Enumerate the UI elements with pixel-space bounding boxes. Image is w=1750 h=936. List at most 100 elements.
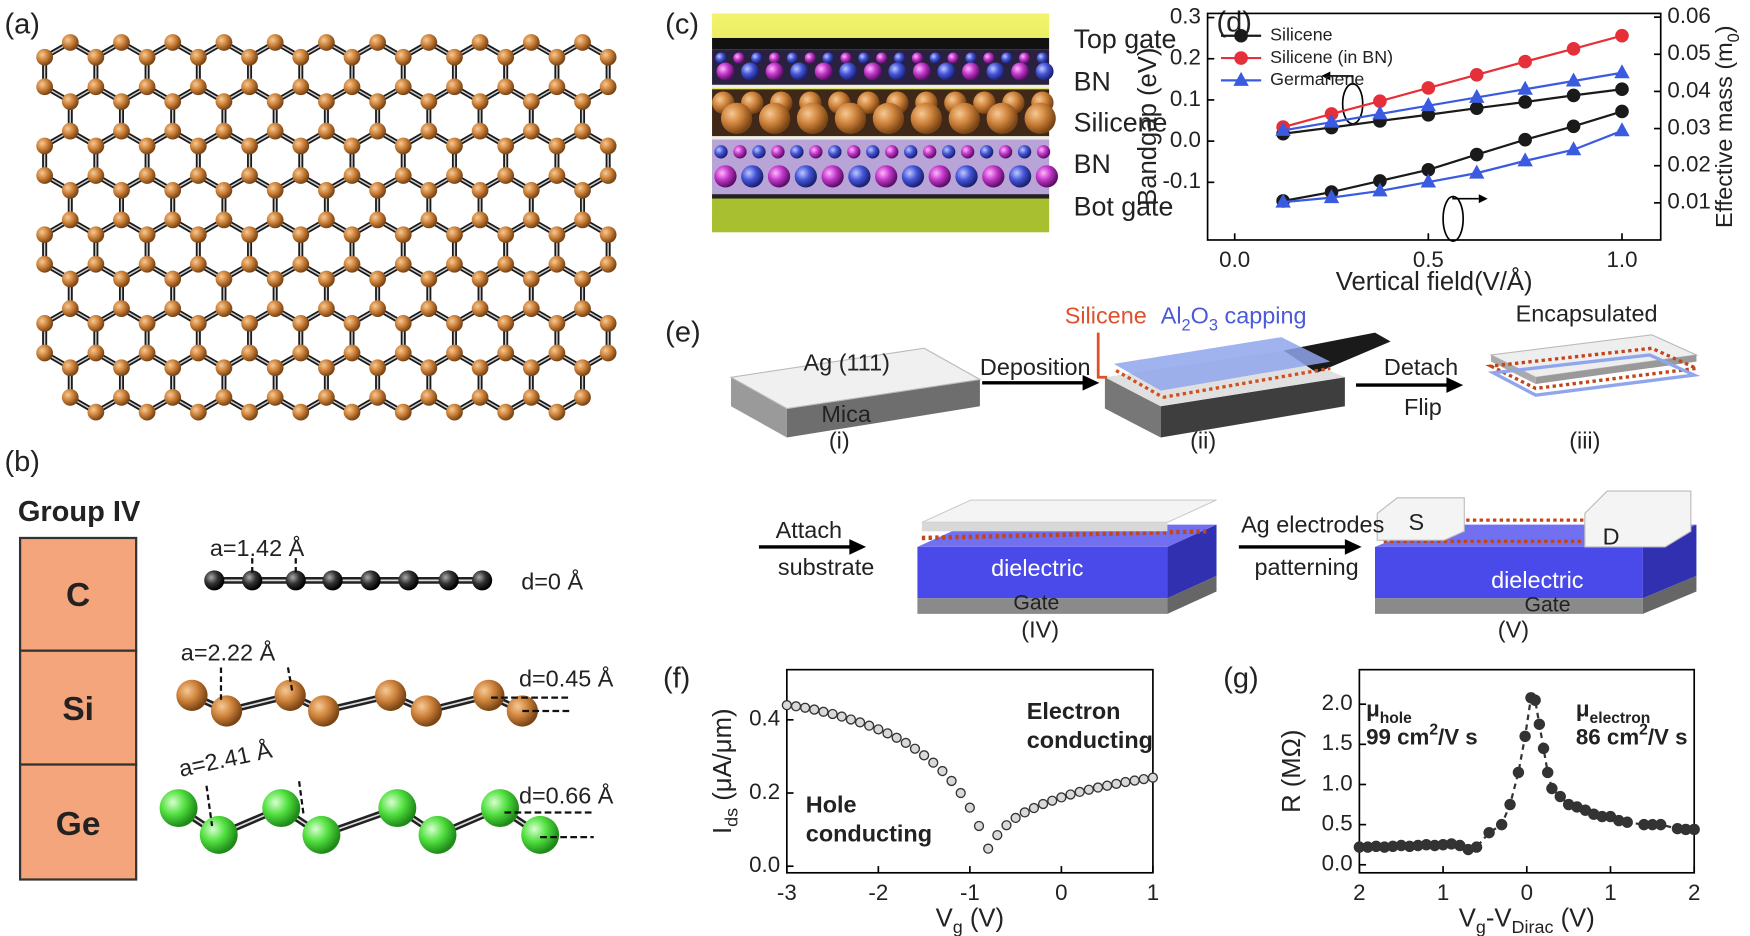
atom (61, 181, 79, 199)
drain-electrode (1584, 490, 1692, 548)
atom (765, 62, 784, 81)
annotation: conducting (1027, 727, 1153, 753)
data-line (1282, 34, 1623, 129)
silicene-layer (921, 529, 1210, 541)
data-marker (1421, 81, 1436, 95)
atom (771, 145, 785, 159)
atom (215, 34, 233, 51)
data-marker (1518, 95, 1532, 109)
atom (113, 388, 130, 406)
text-span: /V s (1648, 724, 1688, 749)
y-tick-label: 0.3 (1170, 3, 1201, 28)
x-tick-label: 0.5 (1413, 247, 1444, 272)
atom (343, 167, 361, 184)
data-marker (1542, 766, 1554, 779)
atom (522, 211, 540, 229)
data-marker (1615, 104, 1629, 119)
atom (266, 300, 284, 317)
data-marker (790, 701, 802, 712)
atom (599, 315, 617, 332)
x-axis-title: Vertical field(V/Å) (1336, 266, 1533, 296)
data-marker (992, 829, 1003, 841)
atom (420, 34, 438, 51)
arrow-head (849, 539, 867, 555)
data-marker (1323, 189, 1340, 204)
atom (87, 78, 105, 96)
atom (241, 78, 258, 96)
atom (446, 226, 463, 244)
annotation: μhole (1366, 697, 1412, 728)
atom (446, 78, 463, 96)
x-tick-label: 1.0 (1606, 247, 1637, 272)
atom (242, 570, 263, 591)
atom (497, 78, 515, 96)
atom (343, 226, 361, 244)
atom (241, 137, 258, 155)
atom (733, 145, 747, 159)
atom (113, 300, 130, 317)
atom (962, 62, 980, 81)
atom (599, 48, 617, 66)
atom (929, 52, 941, 64)
atom (1008, 165, 1032, 188)
element-symbol: Si (62, 691, 94, 728)
data-marker (1111, 778, 1122, 789)
atom (138, 403, 156, 421)
data-marker (1565, 72, 1582, 87)
pointer (286, 667, 294, 693)
atom (378, 789, 417, 828)
y2-tick-label: 0.01 (1667, 189, 1710, 214)
x-tick-label: 2 (1688, 880, 1700, 905)
data-marker (973, 820, 985, 832)
atom (790, 145, 804, 159)
layer-label: Top gate (1074, 24, 1177, 54)
curve-marker (1442, 195, 1465, 242)
atom (471, 122, 489, 140)
text-span: Al (1161, 303, 1182, 329)
atom (522, 181, 540, 199)
atom (928, 165, 951, 188)
atom (113, 181, 130, 199)
annotation: conducting (806, 821, 932, 847)
atom (922, 145, 937, 159)
atom (574, 359, 591, 377)
atom (599, 226, 617, 244)
data-marker (1010, 812, 1021, 824)
atom (998, 145, 1013, 159)
atom (215, 211, 233, 229)
data-marker (1614, 122, 1630, 137)
atom (1036, 52, 1048, 64)
atom (292, 226, 310, 244)
atom (318, 34, 335, 51)
atom (574, 388, 591, 406)
data-marker (1129, 775, 1140, 786)
bn-sheet (712, 136, 1050, 140)
atom (804, 52, 816, 64)
atom (61, 359, 79, 377)
atom (599, 137, 617, 155)
atom (394, 344, 412, 362)
atom (574, 122, 591, 140)
atom (497, 344, 515, 362)
data-line (1282, 71, 1623, 132)
atom (471, 388, 489, 406)
data-marker (1065, 789, 1076, 800)
data-marker (1037, 798, 1049, 810)
data-marker (1138, 773, 1149, 785)
data-marker (937, 765, 948, 777)
atom (834, 102, 867, 134)
atom (521, 815, 560, 854)
legend-label: Germanene (1270, 69, 1364, 89)
step-state: Encapsulated (1516, 300, 1658, 326)
atom (266, 359, 284, 377)
data-marker (1420, 173, 1437, 188)
step-action: Attach (776, 517, 842, 543)
atom (343, 255, 361, 273)
data-marker (1546, 782, 1558, 795)
step-action: Deposition (980, 354, 1091, 380)
atom (204, 570, 225, 591)
text-span: 86 cm (1576, 724, 1639, 749)
step-action: Flip (1404, 394, 1442, 420)
data-marker (1469, 164, 1485, 179)
